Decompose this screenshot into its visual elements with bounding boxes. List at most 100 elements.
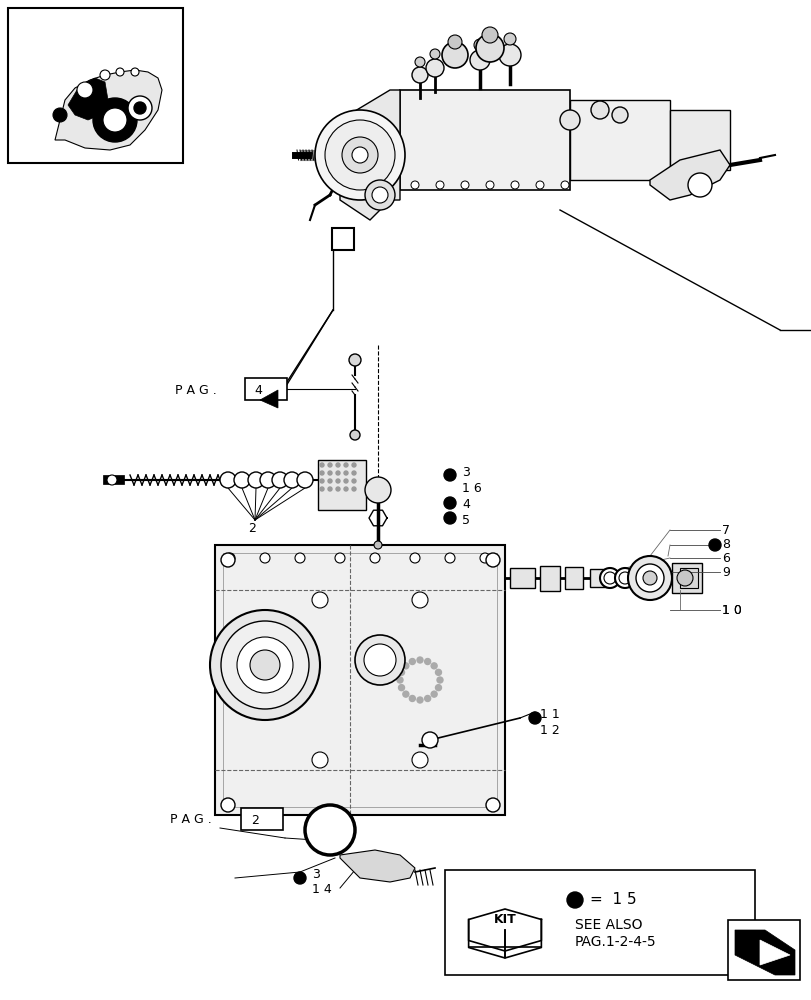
Circle shape	[417, 657, 423, 663]
Circle shape	[435, 669, 441, 675]
Circle shape	[77, 82, 93, 98]
Bar	[564, 567, 582, 589]
Text: 6: 6	[721, 552, 729, 564]
Polygon shape	[734, 930, 794, 975]
Circle shape	[221, 621, 309, 709]
Text: 5: 5	[461, 514, 470, 526]
Bar	[444, 870, 754, 975]
Circle shape	[482, 27, 497, 43]
Bar	[241, 808, 283, 830]
Circle shape	[365, 180, 394, 210]
Circle shape	[410, 181, 418, 189]
Circle shape	[221, 553, 234, 567]
Circle shape	[560, 181, 569, 189]
Circle shape	[237, 637, 293, 693]
Circle shape	[486, 553, 500, 567]
Circle shape	[351, 479, 355, 483]
Text: 3: 3	[461, 466, 470, 479]
Circle shape	[349, 354, 361, 366]
Circle shape	[676, 570, 692, 586]
Circle shape	[611, 107, 627, 123]
Polygon shape	[68, 78, 108, 120]
Circle shape	[351, 471, 355, 475]
Circle shape	[336, 463, 340, 467]
Circle shape	[363, 644, 396, 676]
Bar	[727, 920, 799, 980]
Circle shape	[708, 539, 720, 551]
Circle shape	[350, 430, 359, 440]
Text: 1 2: 1 2	[539, 723, 559, 736]
Circle shape	[311, 752, 328, 768]
Circle shape	[436, 677, 443, 683]
Circle shape	[324, 120, 394, 190]
Circle shape	[210, 610, 320, 720]
Polygon shape	[260, 390, 277, 408]
Circle shape	[409, 659, 415, 665]
Text: 2: 2	[251, 814, 259, 827]
Text: P A G .: P A G .	[175, 383, 217, 396]
Circle shape	[365, 477, 391, 503]
Bar	[539, 566, 560, 591]
Circle shape	[260, 472, 276, 488]
Text: 9: 9	[721, 566, 729, 578]
Circle shape	[627, 556, 672, 600]
Circle shape	[225, 553, 234, 563]
Bar	[590, 569, 611, 587]
Circle shape	[260, 553, 270, 563]
Circle shape	[344, 471, 348, 475]
Circle shape	[328, 479, 332, 483]
Text: P A G .: P A G .	[169, 813, 212, 826]
Circle shape	[320, 471, 324, 475]
Circle shape	[93, 98, 137, 142]
Polygon shape	[759, 940, 789, 965]
Bar	[400, 90, 569, 190]
Circle shape	[444, 497, 456, 509]
Bar	[679, 568, 697, 588]
Circle shape	[411, 752, 427, 768]
Circle shape	[351, 147, 367, 163]
Circle shape	[315, 110, 405, 200]
Circle shape	[414, 57, 424, 67]
Text: 4: 4	[461, 498, 470, 512]
Circle shape	[410, 553, 419, 563]
Circle shape	[328, 463, 332, 467]
Bar	[669, 110, 729, 170]
Polygon shape	[649, 150, 729, 200]
Circle shape	[504, 33, 515, 45]
Polygon shape	[340, 850, 414, 882]
Bar	[8, 8, 182, 163]
Circle shape	[371, 187, 388, 203]
Circle shape	[397, 677, 402, 683]
Circle shape	[486, 181, 493, 189]
Circle shape	[431, 691, 436, 697]
Circle shape	[424, 695, 430, 701]
Circle shape	[344, 487, 348, 491]
Circle shape	[402, 663, 409, 669]
Text: 1 0: 1 0	[721, 603, 741, 616]
Text: =  1 5: = 1 5	[590, 892, 636, 908]
Circle shape	[448, 35, 461, 49]
Circle shape	[336, 479, 340, 483]
Circle shape	[417, 697, 423, 703]
Bar	[245, 378, 286, 400]
Circle shape	[272, 472, 288, 488]
Circle shape	[409, 695, 415, 701]
Circle shape	[411, 592, 427, 608]
Circle shape	[618, 572, 630, 584]
Circle shape	[479, 553, 489, 563]
Text: 3: 3	[311, 868, 320, 882]
Circle shape	[422, 732, 437, 748]
Circle shape	[435, 685, 441, 691]
Circle shape	[470, 50, 489, 70]
Circle shape	[398, 669, 404, 675]
Circle shape	[284, 472, 299, 488]
Circle shape	[590, 101, 608, 119]
Circle shape	[354, 635, 405, 685]
Circle shape	[134, 102, 146, 114]
Text: PAG.1-2-4-5: PAG.1-2-4-5	[574, 935, 656, 949]
Circle shape	[320, 487, 324, 491]
Circle shape	[297, 472, 312, 488]
Circle shape	[320, 479, 324, 483]
Circle shape	[687, 173, 711, 197]
Circle shape	[475, 34, 504, 62]
